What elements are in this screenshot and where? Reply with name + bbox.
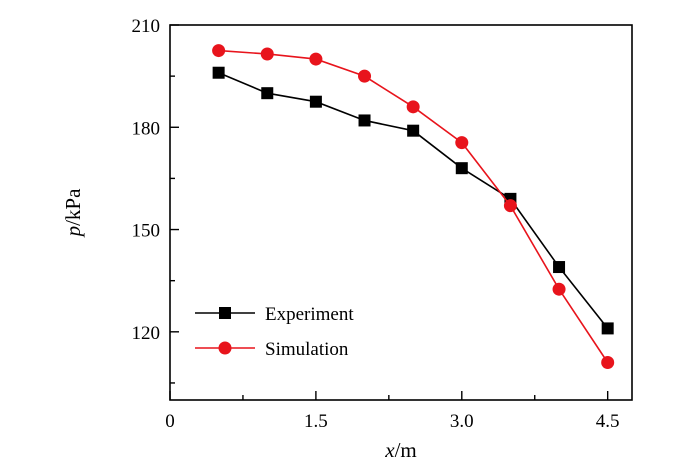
series-simulation	[212, 44, 615, 369]
series-experiment	[212, 66, 614, 335]
legend: Experiment Simulation	[195, 304, 354, 360]
data-point	[601, 322, 614, 335]
data-point	[601, 356, 615, 369]
data-point	[407, 124, 420, 137]
y-tick-label: 180	[132, 118, 161, 139]
data-point	[406, 100, 420, 114]
data-point	[212, 44, 226, 58]
data-point	[552, 282, 566, 296]
axes: 0 1.5 3.0 4.5 120 150 180 210 x/m p/kPa	[61, 16, 620, 462]
data-point	[358, 69, 372, 83]
y-tick-label: 120	[132, 323, 161, 344]
data-point	[212, 66, 225, 79]
plot-area	[169, 24, 633, 401]
data-point	[261, 87, 274, 100]
legend-label: Simulation	[265, 339, 349, 360]
data-point	[504, 192, 517, 205]
y-tick-label: 210	[132, 16, 161, 37]
x-tick-label: 1.5	[304, 411, 328, 432]
series-layer	[212, 44, 615, 369]
legend-item-experiment: Experiment	[195, 304, 354, 325]
data-point	[260, 47, 274, 61]
legend-marker	[219, 307, 231, 319]
x-tick-label: 3.0	[450, 411, 474, 432]
data-point	[358, 114, 371, 127]
data-point	[309, 52, 323, 66]
data-point	[503, 199, 517, 213]
x-tick-label: 4.5	[596, 411, 620, 432]
data-point	[455, 136, 469, 150]
legend-item-simulation: Simulation	[195, 339, 349, 360]
data-point	[309, 95, 322, 108]
x-tick-label: 0	[165, 411, 175, 432]
plot-frame	[169, 24, 633, 401]
data-point	[553, 261, 566, 274]
legend-marker	[218, 341, 232, 355]
y-tick-label: 150	[132, 221, 161, 242]
legend-label: Experiment	[265, 304, 354, 325]
data-point	[455, 162, 468, 175]
y-axis-label: p/kPa	[61, 188, 85, 239]
x-axis-label: x/m	[384, 438, 417, 462]
